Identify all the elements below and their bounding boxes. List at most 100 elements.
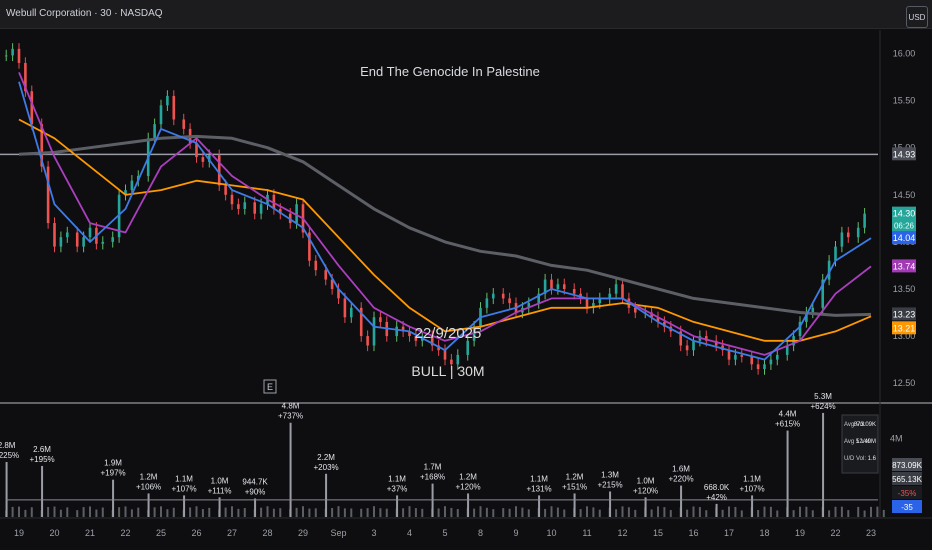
volume-bar: [840, 506, 843, 517]
volume-annotation-value: 1.3M: [601, 470, 619, 479]
candle-body: [827, 260, 831, 280]
candle-body: [272, 194, 276, 209]
volume-spike: [112, 479, 115, 517]
candle-body: [308, 232, 311, 261]
candle-body: [863, 213, 866, 228]
time-tick-label: 16: [688, 528, 698, 538]
volume-annotation-value: 1.1M: [388, 474, 406, 483]
volume-bar: [172, 507, 175, 517]
currency-button[interactable]: USD: [906, 6, 928, 28]
volume-annotation-value: 1.9M: [104, 459, 122, 468]
volume-annotation-change: +106%: [136, 482, 161, 491]
volume-spike: [5, 462, 8, 517]
candle-body: [763, 364, 766, 370]
volume-annotation-value: 1.1M: [743, 474, 761, 483]
volume-bar: [740, 510, 743, 517]
volume-bar: [598, 509, 601, 517]
candle-body: [491, 293, 495, 299]
volume-annotation-value: 1.1M: [175, 474, 193, 483]
candle-body: [650, 312, 653, 318]
volume-annotation-change: +220%: [669, 475, 694, 484]
volume-bar: [402, 508, 405, 517]
volume-bar: [473, 508, 476, 517]
volume-bar: [863, 510, 866, 517]
volume-bar: [521, 507, 524, 517]
volume-bar: [686, 509, 689, 517]
volume-bar: [189, 507, 192, 517]
volume-annotation-value: 944.7K: [242, 477, 268, 486]
volume-bar: [82, 507, 85, 517]
volume-annotation-value: 4.8M: [282, 402, 300, 411]
time-tick-label: 27: [227, 528, 237, 538]
time-tick-label: 19: [14, 528, 24, 538]
candle-body: [172, 95, 176, 120]
price-label-value: 13.23: [893, 309, 916, 319]
ma-line-ema-fast: [18, 81, 872, 361]
volume-bar: [95, 509, 98, 517]
candle-body: [740, 354, 744, 357]
volume-annotation-change: +107%: [172, 484, 197, 493]
candle-body: [704, 336, 708, 341]
volume-spike: [467, 493, 470, 517]
time-axis: 19 20 21 22 25 26 27 28 29 Sep 3 4 5 8 9 10 11 12 15 16 17 18…: [14, 528, 876, 538]
candle-body: [501, 293, 505, 299]
volume-bar: [224, 507, 227, 517]
candle-body: [395, 326, 399, 337]
volume-bar: [492, 509, 495, 517]
volume-bar: [350, 508, 353, 517]
volume-annotation-value: 1.7M: [424, 463, 442, 472]
volume-bar: [811, 510, 814, 517]
candle-body: [450, 359, 453, 365]
candle-body: [556, 284, 560, 289]
time-tick-label: 29: [298, 528, 308, 538]
candle-body: [253, 202, 257, 214]
volume-bar: [721, 509, 724, 517]
volume-bar: [621, 506, 624, 517]
candle-body: [550, 279, 553, 289]
candle-body: [349, 307, 353, 318]
candle-body: [59, 237, 63, 247]
volume-bar: [437, 508, 440, 517]
volume-bar: [805, 506, 808, 517]
volume-annotation-change: +197%: [101, 469, 126, 478]
time-tick-label: 8: [478, 528, 483, 538]
candle-body: [130, 180, 134, 191]
volume-bar: [508, 508, 511, 517]
volume-bar: [137, 507, 140, 517]
volume-annotation-change: +37%: [387, 484, 408, 493]
candle-body: [217, 155, 221, 186]
candle-body: [4, 55, 8, 57]
earnings-marker-label: E: [267, 382, 273, 392]
volume-bar: [89, 506, 91, 517]
volume-bar: [153, 507, 156, 517]
volume-bar: [124, 506, 127, 517]
volume-bar: [592, 507, 595, 517]
volume-annotation-change: +615%: [775, 420, 800, 429]
volume-bar: [556, 507, 559, 517]
volume-bar: [237, 508, 240, 517]
time-tick-label: 20: [49, 528, 59, 538]
volume-bar: [882, 509, 885, 517]
time-tick-label: 9: [513, 528, 518, 538]
candle-body: [408, 331, 411, 337]
volume-bar: [456, 509, 459, 517]
volume-bar: [544, 508, 547, 517]
volume-spike: [183, 495, 186, 517]
volume-bar: [243, 508, 246, 517]
volume-bar: [331, 507, 334, 517]
candle-body: [324, 270, 328, 280]
volume-bars: [5, 412, 885, 517]
symbol-title[interactable]: Webull Corporation · 30 · NASDAQ: [6, 8, 163, 19]
candle-body: [195, 143, 198, 158]
volume-annotation-change: +111%: [208, 486, 232, 495]
volume-bar: [527, 509, 530, 517]
earnings-marker[interactable]: E: [263, 379, 277, 394]
volume-bar: [876, 506, 879, 517]
volume-annotation-value: 2.2M: [317, 453, 335, 462]
candle-body: [775, 354, 779, 360]
volume-bar: [379, 508, 382, 517]
time-tick-label: 22: [120, 528, 130, 538]
volume-bar: [769, 506, 772, 517]
price-label-value: 13.74: [893, 261, 916, 271]
